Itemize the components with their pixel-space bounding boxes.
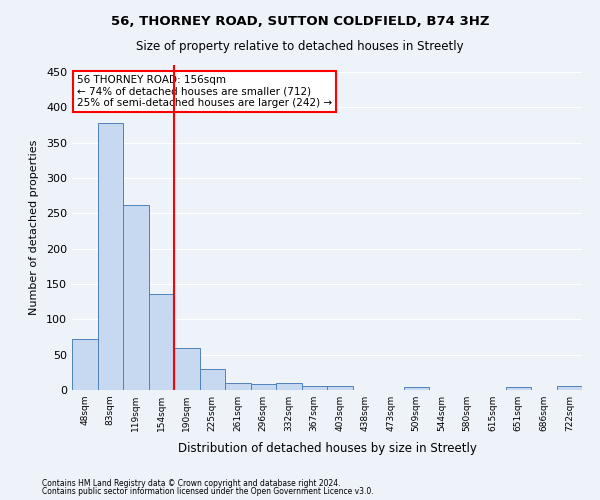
Text: Size of property relative to detached houses in Streetly: Size of property relative to detached ho… <box>136 40 464 53</box>
Bar <box>557 386 582 390</box>
Text: Contains HM Land Registry data © Crown copyright and database right 2024.: Contains HM Land Registry data © Crown c… <box>42 478 341 488</box>
Text: 56, THORNEY ROAD, SUTTON COLDFIELD, B74 3HZ: 56, THORNEY ROAD, SUTTON COLDFIELD, B74 … <box>111 15 489 28</box>
X-axis label: Distribution of detached houses by size in Streetly: Distribution of detached houses by size … <box>178 442 476 456</box>
Text: Contains public sector information licensed under the Open Government Licence v3: Contains public sector information licen… <box>42 487 374 496</box>
Bar <box>404 387 429 390</box>
Bar <box>505 387 531 390</box>
Bar <box>276 383 302 390</box>
Bar <box>97 123 123 390</box>
Bar <box>72 339 97 390</box>
Bar <box>149 294 174 390</box>
Bar <box>174 348 199 390</box>
Bar <box>327 386 353 390</box>
Text: 56 THORNEY ROAD: 156sqm
← 74% of detached houses are smaller (712)
25% of semi-d: 56 THORNEY ROAD: 156sqm ← 74% of detache… <box>77 74 332 108</box>
Bar <box>251 384 276 390</box>
Y-axis label: Number of detached properties: Number of detached properties <box>29 140 39 315</box>
Bar <box>225 383 251 390</box>
Bar <box>302 386 327 390</box>
Bar <box>199 369 225 390</box>
Bar <box>123 205 149 390</box>
